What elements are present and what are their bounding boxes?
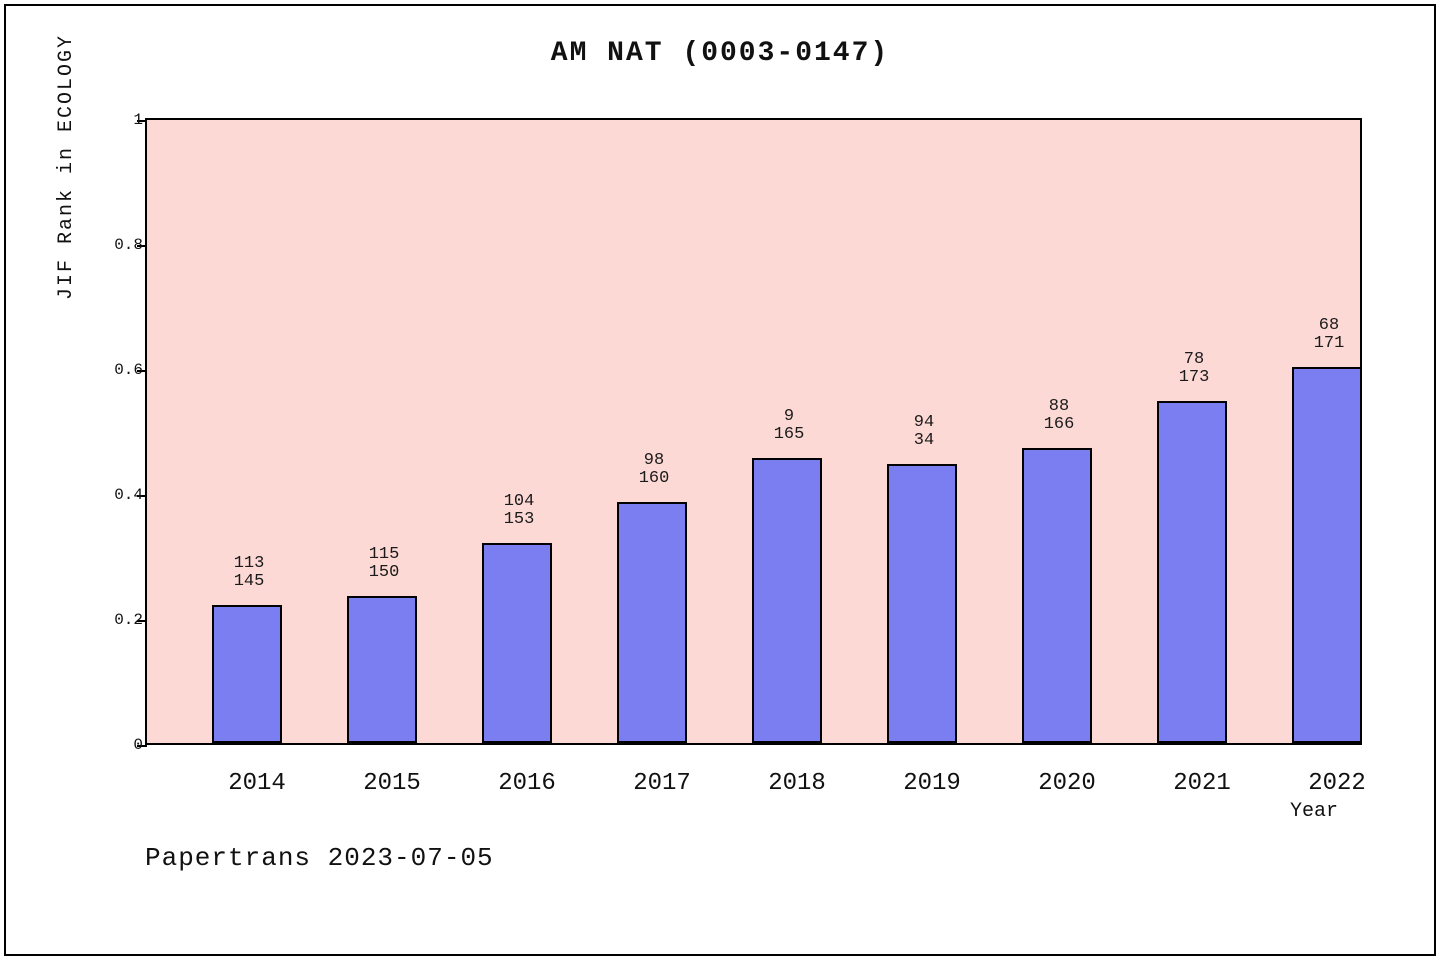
- x-tick-2017: 2017: [607, 770, 717, 797]
- x-tick-2015: 2015: [337, 770, 447, 797]
- bar-2022[interactable]: 68 171: [1292, 367, 1362, 743]
- x-tick-2021: 2021: [1147, 770, 1257, 797]
- bar-2018[interactable]: 9 165: [752, 458, 822, 743]
- x-axis-label: Year: [1290, 800, 1338, 823]
- bar-2014[interactable]: 113 145: [212, 605, 282, 743]
- chart-title: AM NAT (0003-0147): [0, 38, 1440, 69]
- bar-2021[interactable]: 78 173: [1157, 401, 1227, 743]
- bar-2015[interactable]: 115 150: [347, 596, 417, 743]
- plot-area: 0 0.2 0.4 0.6 0.8 1 113 145 115 150 104 …: [145, 118, 1362, 745]
- caption-text: Papertrans 2023-07-05: [145, 843, 494, 873]
- bar-2016[interactable]: 104 153: [482, 543, 552, 743]
- x-tick-2014: 2014: [202, 770, 312, 797]
- y-axis-label: JIF Rank in ECOLOGY: [55, 0, 78, 300]
- bar-2017[interactable]: 98 160: [617, 502, 687, 743]
- bar-2019[interactable]: 94 34: [887, 464, 957, 743]
- x-tick-2018: 2018: [742, 770, 852, 797]
- x-tick-2016: 2016: [472, 770, 582, 797]
- x-tick-2022: 2022: [1282, 770, 1392, 797]
- bar-2020[interactable]: 88 166: [1022, 448, 1092, 743]
- x-tick-2019: 2019: [877, 770, 987, 797]
- x-tick-2020: 2020: [1012, 770, 1122, 797]
